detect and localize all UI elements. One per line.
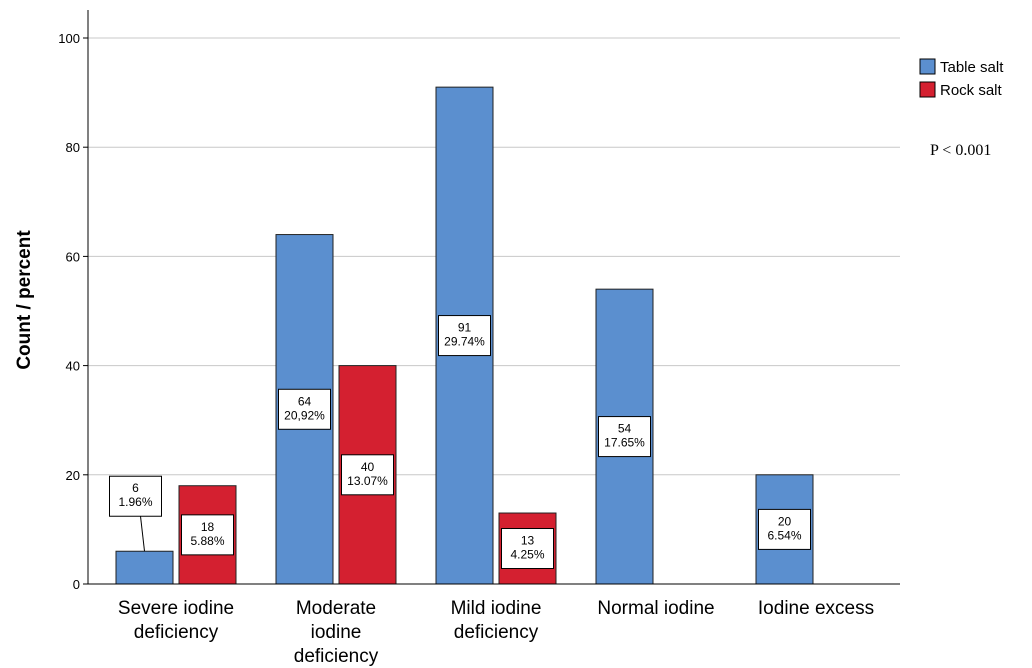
data-label-box <box>181 514 234 556</box>
data-label: 6 <box>132 481 139 495</box>
y-tick-label: 60 <box>66 249 80 264</box>
label-connector <box>140 516 145 552</box>
data-label: 54 <box>618 422 632 436</box>
data-label: 13.07% <box>347 474 388 488</box>
legend-label-rock-salt: Rock salt <box>940 82 1003 99</box>
data-label-box <box>341 454 394 496</box>
data-label-box <box>278 388 331 430</box>
data-label-box <box>501 528 554 570</box>
bar <box>115 550 174 585</box>
legend-label-table-salt: Table salt <box>940 59 1004 76</box>
y-tick-label: 80 <box>66 140 80 155</box>
data-label-box <box>438 315 491 357</box>
x-tick-label: Normal iodine <box>597 598 714 619</box>
y-axis-label: Count / percent <box>14 230 35 370</box>
x-tick-label: deficiency <box>454 622 539 643</box>
data-label: 64 <box>298 394 312 408</box>
legend: Table salt Rock salt <box>919 58 1004 99</box>
data-label-box <box>758 508 811 550</box>
grid-lines <box>88 37 900 476</box>
x-tick-label: deficiency <box>134 622 219 643</box>
data-label-box <box>598 416 651 458</box>
data-label: 1.96% <box>118 495 152 509</box>
data-label: 6.54% <box>767 528 801 542</box>
y-tick-label: 20 <box>66 468 80 483</box>
data-label: 29.74% <box>444 335 485 349</box>
data-label: 20 <box>778 514 792 528</box>
data-label: 13 <box>521 534 535 548</box>
x-tick-label: Mild iodine <box>451 598 542 619</box>
y-tick-label: 100 <box>58 31 80 46</box>
data-label: 20,92% <box>284 408 325 422</box>
data-label: 17.65% <box>604 436 645 450</box>
x-tick-label: Severe iodine <box>118 598 234 619</box>
data-label: 40 <box>361 460 375 474</box>
x-tick-label: Moderate <box>296 598 376 619</box>
data-label: 4.25% <box>510 548 544 562</box>
data-label: 5.88% <box>190 534 224 548</box>
y-tick-label: 0 <box>73 577 80 592</box>
legend-swatch-table-salt <box>919 58 936 75</box>
x-tick-label: deficiency <box>294 646 379 667</box>
data-label-box <box>109 475 162 517</box>
y-tick-label: 40 <box>66 359 80 374</box>
axes: 0 20 40 60 80 100 Severe iodine deficiency Moder… <box>58 10 900 667</box>
data-label: 91 <box>458 321 472 335</box>
x-tick-label: iodine <box>311 622 362 643</box>
data-label: 18 <box>201 520 215 534</box>
p-value-annotation: P < 0.001 <box>930 142 991 159</box>
x-tick-label: Iodine excess <box>758 598 874 619</box>
legend-swatch-rock-salt <box>919 81 936 98</box>
